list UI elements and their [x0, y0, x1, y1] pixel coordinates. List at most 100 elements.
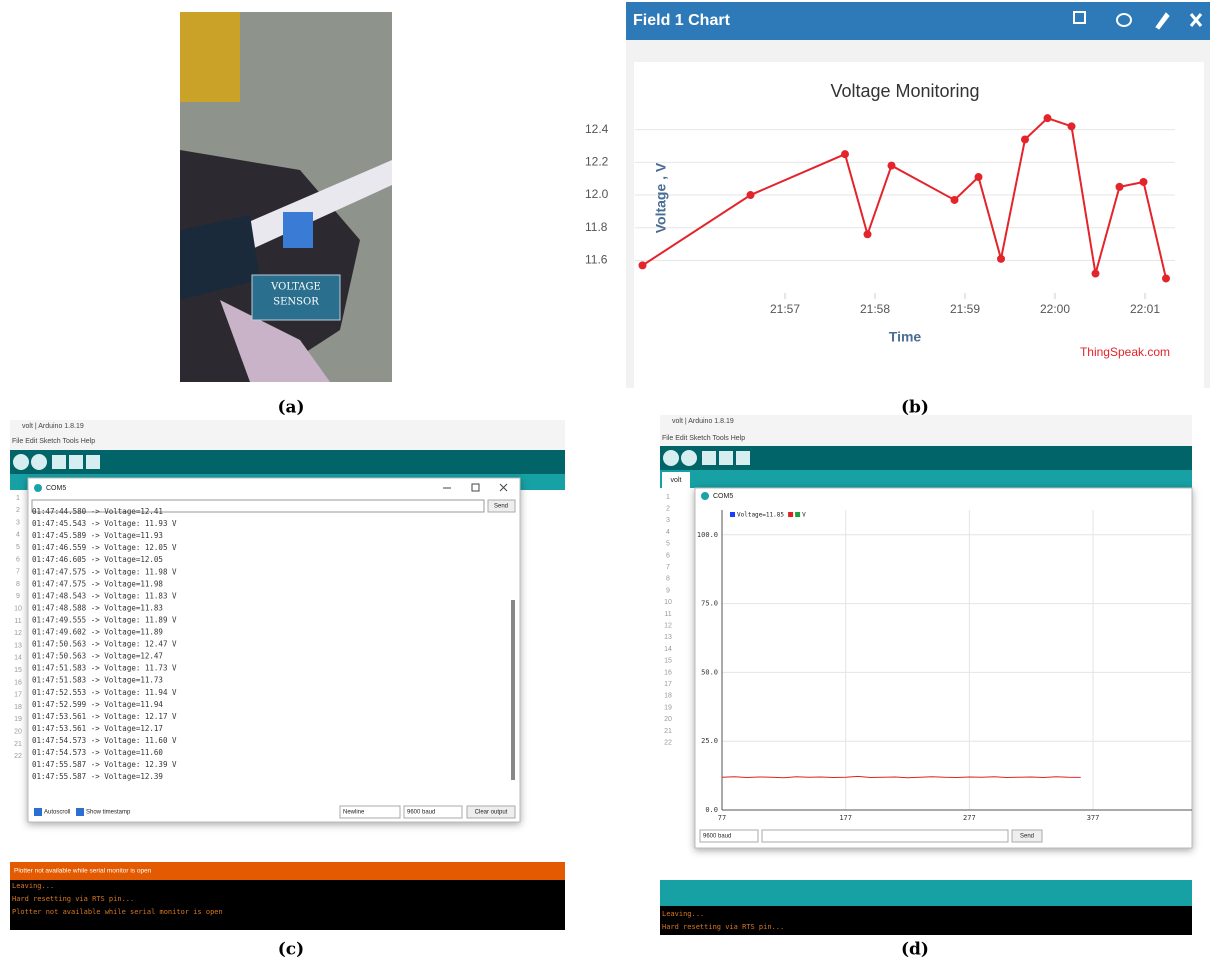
console-line: Plotter not available while serial monit…	[12, 908, 223, 916]
x-tick-label: 22:01	[1130, 302, 1160, 316]
data-point	[997, 255, 1005, 263]
data-point	[975, 173, 983, 181]
serial-line: 01:47:46.605 -> Voltage=12.05	[32, 555, 163, 564]
line-number: 20	[14, 729, 22, 736]
console-line: Leaving...	[662, 910, 704, 918]
line-number: 17	[664, 681, 672, 688]
button-label: Send	[1020, 834, 1034, 840]
line-number: 4	[666, 529, 670, 536]
data-point	[1044, 114, 1052, 122]
data-point	[888, 162, 896, 170]
line-number: 9	[16, 593, 20, 600]
line-number: 1	[16, 495, 20, 502]
line-number: 6	[666, 552, 670, 559]
serial-line: 01:47:53.561 -> Voltage=12.17	[32, 724, 163, 733]
y-tick-label: 25.0	[701, 737, 718, 745]
line-number: 3	[666, 517, 670, 524]
plotter-window	[695, 488, 1192, 848]
y-tick-label: 75.0	[701, 600, 718, 608]
figure: (a)(b)(c)(d)VOLTAGESENSORField 1 ChartTh…	[0, 0, 1217, 964]
y-tick-label: 11.8	[585, 220, 608, 234]
line-number: 20	[664, 716, 672, 723]
line-number: 16	[664, 669, 672, 676]
line-number: 2	[666, 506, 670, 513]
serial-line: 01:47:47.575 -> Voltage: 11.98 V	[32, 567, 177, 576]
dropdown-label: 9600 baud	[703, 834, 731, 840]
window-title: volt | Arduino 1.8.19	[672, 418, 734, 425]
legend-swatch	[730, 512, 735, 517]
data-point	[1092, 270, 1100, 278]
line-number: 17	[14, 692, 22, 699]
input[interactable]	[762, 830, 1008, 842]
photo	[180, 12, 392, 382]
serial-line: 01:47:44.580 -> Voltage=12.41	[32, 507, 163, 516]
serial-line: 01:47:55.587 -> Voltage: 12.39 V	[32, 760, 177, 769]
line-number: 12	[14, 630, 22, 637]
credit: ThingSpeak.com	[1080, 345, 1170, 359]
line-number: 21	[664, 728, 672, 735]
line-number: 6	[16, 556, 20, 563]
y-tick-label: 100.0	[697, 531, 718, 539]
legend-swatch	[795, 512, 800, 517]
checkbox-label: Autoscroll	[44, 810, 70, 816]
x-tick-label: 177	[839, 814, 852, 822]
panel-header: Field 1 Chart	[633, 12, 731, 29]
menu: File Edit Sketch Tools Help	[12, 438, 95, 445]
photo-label: VOLTAGE	[270, 282, 321, 293]
line-number: 19	[664, 704, 672, 711]
chart-title: Voltage Monitoring	[830, 81, 979, 101]
checkbox[interactable]	[34, 808, 42, 816]
x-tick-label: 21:57	[770, 302, 800, 316]
line-number: 18	[664, 693, 672, 700]
serial-line: 01:47:45.589 -> Voltage=11.93	[32, 531, 163, 540]
data-point	[1021, 135, 1029, 143]
line-number: 4	[16, 532, 20, 539]
serial-line: 01:47:50.563 -> Voltage: 12.47 V	[32, 640, 177, 649]
x-tick-label: 377	[1087, 814, 1100, 822]
x-tick-label: 277	[963, 814, 976, 822]
caption: (b)	[901, 398, 929, 418]
checkbox-label: Show timestamp	[86, 810, 131, 816]
photo-label: SENSOR	[273, 297, 319, 308]
serial-line: 01:47:47.575 -> Voltage=11.98	[32, 579, 163, 588]
x-axis-label: Time	[889, 329, 922, 345]
legend-label: Voltage=11.85	[737, 512, 784, 519]
window-title: volt | Arduino 1.8.19	[22, 423, 84, 430]
y-tick-label: 12.4	[585, 122, 609, 136]
y-tick-label: 12.2	[585, 155, 609, 169]
line-number: 15	[14, 667, 22, 674]
line-number: 15	[664, 658, 672, 665]
serial-line: 01:47:51.583 -> Voltage=11.73	[32, 676, 163, 685]
serial-line: 01:47:48.588 -> Voltage=11.83	[32, 603, 163, 612]
serial-line: 01:47:54.573 -> Voltage=11.60	[32, 748, 163, 757]
line-number: 11	[664, 611, 671, 618]
legend-label: V	[802, 512, 806, 519]
line-number: 13	[14, 642, 22, 649]
legend-swatch	[788, 512, 793, 517]
line-number: 18	[14, 704, 22, 711]
serial-line: 01:47:50.563 -> Voltage=12.47	[32, 652, 163, 661]
console-line: Hard resetting via RTS pin...	[662, 923, 784, 931]
dropdown-label: Newline	[343, 810, 365, 816]
line-number: 10	[14, 606, 22, 613]
line-number: 21	[14, 741, 22, 748]
serial-line: 01:47:53.561 -> Voltage: 12.17 V	[32, 712, 177, 721]
line-number: 7	[16, 569, 20, 576]
line-number: 1	[666, 494, 670, 501]
serial-line: 01:47:49.555 -> Voltage: 11.89 V	[32, 615, 177, 624]
menu: File Edit Sketch Tools Help	[662, 435, 745, 442]
line-number: 22	[14, 753, 22, 760]
checkbox[interactable]	[76, 808, 84, 816]
serial-line: 01:47:46.559 -> Voltage: 12.05 V	[32, 543, 177, 552]
line-number: 22	[664, 740, 672, 747]
console-line: Hard resetting via RTS pin...	[12, 895, 134, 903]
line-number: 19	[14, 716, 22, 723]
serial-window	[28, 478, 520, 822]
line-number: 8	[666, 576, 670, 583]
line-number: 10	[664, 599, 672, 606]
data-point	[1116, 183, 1124, 191]
serial-line: 01:47:54.573 -> Voltage: 11.60 V	[32, 736, 177, 745]
ide-d	[660, 415, 1192, 935]
line-number: 3	[16, 519, 20, 526]
data-point	[639, 261, 647, 269]
